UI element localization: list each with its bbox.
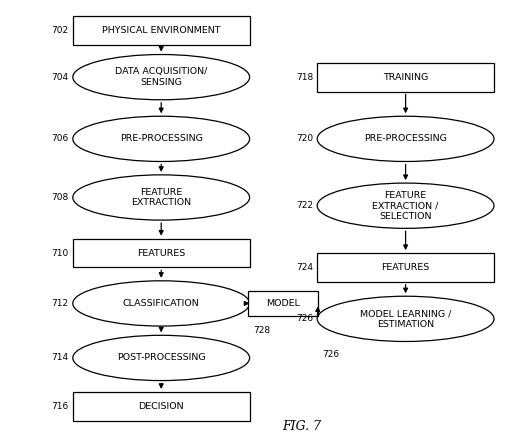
Text: 726: 726 — [296, 314, 313, 324]
Text: FEATURES: FEATURES — [137, 248, 185, 257]
Text: MODEL LEARNING /
ESTIMATION: MODEL LEARNING / ESTIMATION — [360, 309, 451, 329]
Text: FEATURES: FEATURES — [382, 263, 430, 272]
Text: FEATURE
EXTRACTION: FEATURE EXTRACTION — [131, 188, 191, 207]
Text: FEATURE
EXTRACTION /
SELECTION: FEATURE EXTRACTION / SELECTION — [372, 191, 439, 221]
FancyBboxPatch shape — [73, 16, 250, 45]
Ellipse shape — [317, 183, 494, 229]
Text: PRE-PROCESSING: PRE-PROCESSING — [120, 134, 203, 143]
Text: 720: 720 — [296, 134, 313, 143]
FancyBboxPatch shape — [248, 291, 318, 316]
Ellipse shape — [73, 175, 250, 220]
Text: PHYSICAL ENVIRONMENT: PHYSICAL ENVIRONMENT — [102, 26, 220, 35]
Text: 706: 706 — [51, 134, 69, 143]
Text: 724: 724 — [296, 263, 313, 272]
Ellipse shape — [73, 116, 250, 162]
Text: DECISION: DECISION — [138, 402, 184, 411]
Text: TRAINING: TRAINING — [383, 73, 428, 82]
Text: 722: 722 — [296, 201, 313, 210]
Text: POST-PROCESSING: POST-PROCESSING — [117, 353, 205, 362]
Text: 714: 714 — [51, 353, 69, 362]
Text: 704: 704 — [51, 73, 69, 82]
Text: 728: 728 — [253, 326, 270, 335]
Ellipse shape — [317, 116, 494, 162]
Text: 702: 702 — [51, 26, 69, 35]
Text: FIG. 7: FIG. 7 — [282, 420, 321, 432]
FancyBboxPatch shape — [317, 63, 494, 92]
Text: 716: 716 — [51, 402, 69, 411]
Text: PRE-PROCESSING: PRE-PROCESSING — [364, 134, 447, 143]
FancyBboxPatch shape — [73, 238, 250, 267]
Ellipse shape — [73, 281, 250, 326]
Text: 718: 718 — [296, 73, 313, 82]
FancyBboxPatch shape — [73, 392, 250, 421]
Ellipse shape — [73, 54, 250, 100]
Text: DATA ACQUISITION/
SENSING: DATA ACQUISITION/ SENSING — [115, 67, 207, 87]
Ellipse shape — [73, 335, 250, 381]
Text: CLASSIFICATION: CLASSIFICATION — [123, 299, 200, 308]
Text: MODEL: MODEL — [266, 299, 300, 308]
Text: 708: 708 — [51, 193, 69, 202]
Ellipse shape — [317, 296, 494, 341]
Text: 710: 710 — [51, 248, 69, 257]
Text: 726: 726 — [322, 350, 340, 359]
Text: 712: 712 — [51, 299, 69, 308]
FancyBboxPatch shape — [317, 253, 494, 282]
